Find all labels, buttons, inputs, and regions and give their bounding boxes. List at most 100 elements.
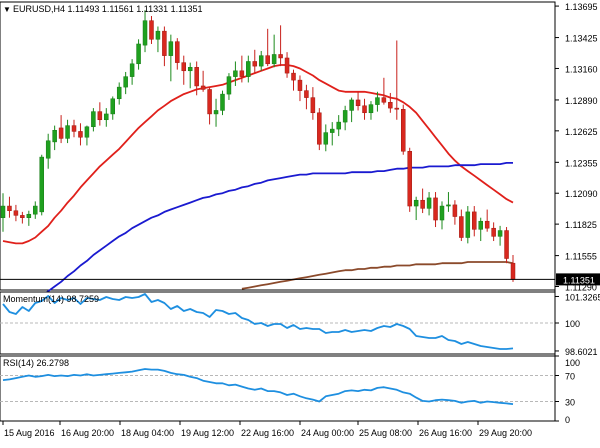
candle-bearish (239, 70, 245, 77)
candle-bearish (388, 102, 393, 109)
candle-bullish (84, 126, 90, 138)
candle-bearish (200, 85, 206, 90)
candle-bullish (129, 63, 135, 77)
candle-bearish (433, 197, 438, 221)
candle-bullish (91, 111, 96, 128)
price-tick-label: 1.11555 (565, 252, 597, 262)
rsi-title: RSI(14) 26.2798 (3, 358, 69, 368)
candle-bullish (123, 76, 128, 88)
candle-bearish (297, 79, 303, 91)
price-tick-label: 1.13425 (565, 34, 598, 44)
candle-bearish (207, 89, 212, 115)
price-tick-label: 1.11290 (565, 283, 597, 293)
candle-bearish (310, 97, 316, 114)
candle-bearish (317, 112, 322, 145)
price-tick-label: 1.13695 (565, 2, 598, 12)
candle-bullish (116, 86, 122, 100)
candle-bearish (13, 210, 19, 216)
candle-bullish (271, 54, 277, 65)
candle-bullish (342, 110, 348, 123)
momentum-title: Momentum(14) 98.7259 (3, 294, 99, 304)
candle-bullish (497, 230, 503, 237)
candle-bullish (168, 41, 174, 56)
candle-bearish (265, 55, 270, 65)
rsi-tick-label: 0 (565, 415, 570, 425)
candle-bullish (413, 199, 419, 207)
candle-bearish (181, 62, 187, 72)
current-price-badge (556, 273, 600, 286)
price-pane (0, 1, 556, 291)
candle-bearish (381, 97, 387, 103)
moving-average-slow (241, 261, 514, 290)
candle-bearish (175, 41, 180, 63)
candle-bearish (472, 211, 477, 230)
candle-bullish (26, 213, 32, 218)
candle-bearish (304, 90, 309, 98)
candle-bearish (362, 105, 367, 114)
moving-average-fast (2, 64, 514, 245)
candle-bullish (478, 220, 483, 230)
candle-bullish (439, 205, 445, 221)
price-tick-label: 1.13160 (565, 64, 598, 74)
rsi-tick-label: 100 (565, 358, 580, 368)
time-tick-label: 25 Aug 08:00 (359, 428, 412, 438)
candle-bearish (149, 20, 154, 40)
candle-bearish (491, 227, 496, 237)
candle-bullish (336, 121, 341, 130)
candle-bearish (162, 30, 167, 56)
momentum-tick-label: 98.6021 (565, 347, 598, 357)
candle-bullish (368, 104, 374, 114)
candle-bullish (110, 98, 115, 115)
time-tick-label: 29 Aug 20:00 (479, 428, 532, 438)
candle-bullish (52, 130, 57, 143)
candle-bullish (45, 140, 51, 159)
candle-bullish (446, 204, 451, 207)
candle-bullish (155, 30, 161, 40)
rsi-tick-label: 70 (565, 372, 575, 382)
collapse-arrow-icon: ▼ (3, 5, 11, 14)
candle-bearish (401, 109, 406, 152)
time-tick-label: 19 Aug 12:00 (181, 428, 234, 438)
candle-bullish (136, 43, 141, 65)
candle-bullish (465, 211, 471, 238)
moving-average-medium (2, 162, 513, 319)
candle-bullish (142, 20, 148, 46)
candle-bullish (33, 205, 38, 215)
candle-bullish (220, 93, 225, 111)
candle-bearish (278, 54, 283, 59)
candle-bullish (104, 113, 109, 121)
candle-bullish (349, 99, 354, 111)
candle-bearish (58, 127, 64, 139)
candle-bearish (504, 230, 509, 259)
time-tick-label: 18 Aug 04:00 (121, 428, 174, 438)
candle-bullish (426, 197, 432, 209)
candle-bearish (20, 215, 25, 218)
candle-bullish (246, 61, 251, 77)
candle-bearish (71, 125, 77, 132)
candle-bearish (284, 57, 290, 74)
price-tick-label: 1.12090 (565, 189, 598, 199)
rsi-line (2, 368, 514, 405)
candle-bearish (459, 216, 464, 238)
candle-bearish (452, 204, 458, 217)
time-tick-label: 26 Aug 16:00 (419, 428, 472, 438)
candle-bullish (233, 70, 238, 77)
candle-bearish (484, 220, 490, 229)
candle-bullish (375, 97, 380, 105)
candle-bullish (258, 55, 264, 67)
candle-bearish (420, 199, 425, 209)
candle-bearish (7, 205, 12, 211)
candle-bearish (291, 72, 296, 81)
candle-bearish (97, 111, 103, 121)
time-tick-label: 22 Aug 16:00 (241, 428, 294, 438)
price-tick-label: 1.12625 (565, 127, 598, 137)
candle-bullish (213, 110, 219, 115)
chart-title: EURUSD,H4 1.11493 1.11561 1.11331 1.1135… (13, 4, 202, 14)
candle-bullish (226, 76, 232, 95)
candle-bullish (329, 128, 335, 133)
candle-bullish (39, 156, 44, 213)
momentum-tick-label: 101.3265 (565, 292, 600, 302)
price-tick-label: 1.11825 (565, 220, 597, 230)
